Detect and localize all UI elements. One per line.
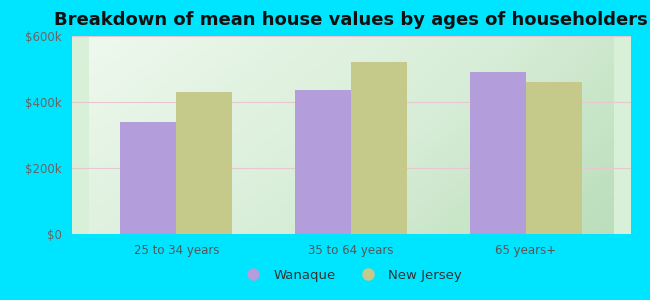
Legend: Wanaque, New Jersey: Wanaque, New Jersey bbox=[235, 263, 467, 287]
Title: Breakdown of mean house values by ages of householders: Breakdown of mean house values by ages o… bbox=[54, 11, 648, 29]
Bar bbox=[176, 92, 232, 234]
Bar bbox=[120, 122, 176, 234]
Bar bbox=[526, 82, 582, 234]
Bar bbox=[295, 90, 351, 234]
Bar bbox=[351, 62, 407, 234]
Bar bbox=[470, 72, 526, 234]
